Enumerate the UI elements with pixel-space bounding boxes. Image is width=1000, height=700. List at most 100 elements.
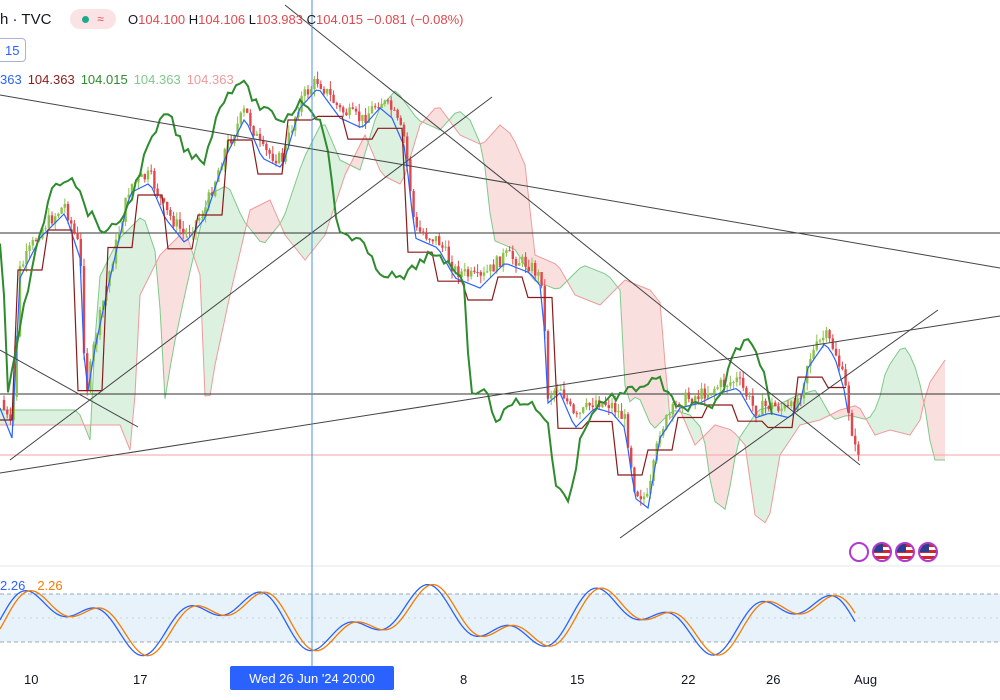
candle-body <box>623 414 626 419</box>
x-tick-label: 26 <box>766 672 781 687</box>
candle-body <box>575 413 578 415</box>
candle-body <box>742 377 745 388</box>
candle-body <box>748 395 751 397</box>
cloud-bearish <box>480 125 565 289</box>
symbol-header[interactable]: h · TVC <box>0 6 51 32</box>
candle-body <box>82 266 86 354</box>
cloud-bullish <box>190 186 245 396</box>
candle-body <box>505 250 508 253</box>
interval-tag-label: 15 <box>5 42 20 58</box>
candle-body <box>338 105 342 108</box>
candle-body <box>409 159 412 192</box>
candle-body <box>713 388 716 393</box>
candle-body <box>566 398 569 402</box>
candle-body <box>511 251 514 260</box>
candle-body <box>92 344 95 362</box>
candle-body <box>655 443 658 461</box>
candle-body <box>690 398 694 403</box>
candle-body <box>76 232 79 240</box>
trend-line <box>0 349 139 428</box>
candle-body <box>258 133 262 141</box>
candle-body <box>722 379 726 387</box>
candle-body <box>854 435 857 445</box>
ichimoku-value-3: 104.363 <box>133 72 181 87</box>
candle-body <box>393 109 396 111</box>
stoch-value-0: 2.26 <box>0 578 26 593</box>
x-tick-label: 17 <box>133 672 148 687</box>
candle-body <box>585 402 588 408</box>
candle-body <box>354 108 358 112</box>
candle-body <box>425 233 428 239</box>
interval-tag[interactable]: 15 <box>0 38 27 62</box>
candle-body <box>764 400 767 407</box>
candle-body <box>591 405 594 407</box>
us-flag-icon[interactable] <box>918 542 938 562</box>
chart-badge[interactable]: ≈ <box>70 9 116 29</box>
candle-body <box>636 491 639 497</box>
candle-body <box>319 83 322 89</box>
candle-body <box>57 213 60 217</box>
candle-body <box>841 366 844 370</box>
candle-body <box>428 238 431 240</box>
event-icon[interactable] <box>849 542 869 562</box>
candle-body <box>281 152 284 162</box>
ohlc-readout: O104.100 H104.106 L103.983 C104.015 −0.0… <box>128 12 464 27</box>
us-flag-icon[interactable] <box>872 542 892 562</box>
candle-body <box>508 250 511 252</box>
ichimoku-values: 363 104.363 104.015 104.363 104.363 <box>0 72 240 87</box>
candle-body <box>489 264 492 272</box>
x-tick-label: 15 <box>570 672 585 687</box>
candle-body <box>182 228 185 233</box>
candle-body <box>316 78 319 84</box>
candle-body <box>617 410 620 413</box>
candle-body <box>271 153 274 161</box>
candle-body <box>694 396 697 403</box>
candle-body <box>822 337 825 341</box>
candle-body <box>34 240 38 242</box>
candle-body <box>348 107 351 116</box>
candle-body <box>383 100 386 104</box>
candle-body <box>783 404 786 409</box>
candle-body <box>543 285 546 332</box>
candle-body <box>457 266 460 278</box>
candle-body <box>370 106 374 114</box>
candle-body <box>844 369 847 386</box>
us-flag-icon[interactable] <box>895 542 915 562</box>
cloud-bearish <box>155 230 190 399</box>
trend-line <box>284 4 861 466</box>
cloud-bearish <box>920 360 945 460</box>
candle-body <box>745 387 748 397</box>
candle-body <box>236 123 239 136</box>
candle-body <box>582 407 585 413</box>
candle-body <box>610 402 614 409</box>
candle-body <box>290 130 294 133</box>
candle-body <box>166 201 169 211</box>
candle-body <box>838 355 841 367</box>
cloud-bearish <box>245 200 280 243</box>
candle-body <box>719 379 722 388</box>
candle-body <box>857 444 860 455</box>
event-flags[interactable] <box>849 542 938 562</box>
candle-body <box>249 112 252 127</box>
candle-body <box>604 401 607 406</box>
ichimoku-value-0: 363 <box>0 72 22 87</box>
candle-body <box>31 240 34 246</box>
candle-body <box>380 103 383 109</box>
candle-body <box>777 406 780 411</box>
candle-body <box>127 194 130 198</box>
candle-body <box>454 266 457 272</box>
candle-body <box>642 496 646 500</box>
candle-body <box>518 263 521 266</box>
candle-body <box>530 262 534 272</box>
candle-body <box>386 100 390 102</box>
candle-body <box>201 216 204 219</box>
candle-body <box>492 264 495 272</box>
candle-body <box>578 412 582 414</box>
candle-body <box>479 272 482 276</box>
candle-body <box>172 215 175 227</box>
candle-body <box>6 409 9 415</box>
candle-body <box>614 402 617 413</box>
candle-body <box>809 358 812 366</box>
conversion-line <box>0 89 849 510</box>
